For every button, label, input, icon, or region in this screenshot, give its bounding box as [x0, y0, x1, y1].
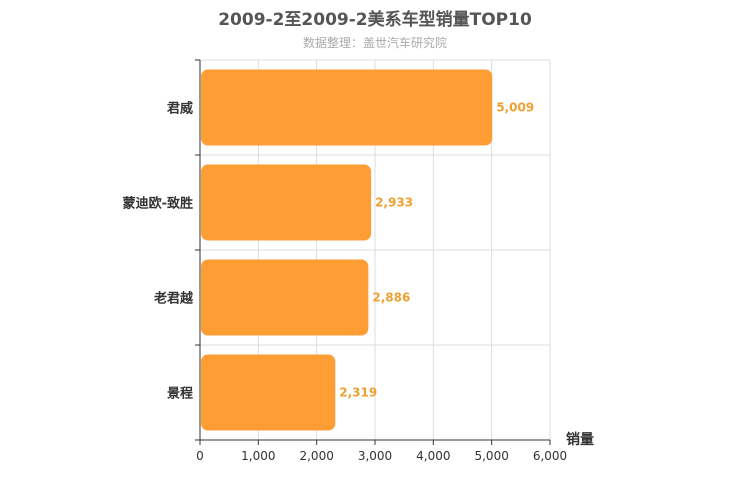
category-label: 老君越	[153, 291, 194, 307]
axes	[195, 59, 551, 445]
category-label: 君威	[167, 101, 193, 117]
x-tick-label: 3,000	[358, 449, 392, 463]
x-tick-label: 0	[196, 449, 204, 463]
x-tick-label: 6,000	[533, 449, 567, 463]
x-tick-label: 2,000	[299, 449, 333, 463]
bar[interactable]	[201, 69, 493, 146]
x-axis-title: 销量	[566, 431, 594, 448]
value-label: 5,009	[496, 101, 534, 115]
x-tick-label: 1,000	[241, 449, 275, 463]
bar-series	[201, 69, 493, 431]
labels: 5,009 君威 2,933 蒙迪欧-致胜 2,886 老君越 2,319 景程 0 1,000 2…	[123, 101, 568, 464]
chart-title: 2009-2至2009-2美系车型销量TOP10	[218, 10, 532, 30]
category-label: 景程	[167, 387, 193, 402]
chart-subtitle: 数据整理：盖世汽车研究院	[302, 36, 447, 50]
value-label: 2,319	[339, 386, 377, 400]
category-label: 蒙迪欧-致胜	[123, 196, 193, 212]
bar[interactable]	[201, 164, 372, 241]
value-label: 2,886	[372, 291, 410, 305]
bar[interactable]	[201, 259, 369, 336]
x-tick-label: 5,000	[474, 449, 508, 463]
x-tick-label: 4,000	[416, 449, 450, 463]
value-label: 2,933	[375, 196, 413, 210]
bar[interactable]	[201, 354, 336, 431]
